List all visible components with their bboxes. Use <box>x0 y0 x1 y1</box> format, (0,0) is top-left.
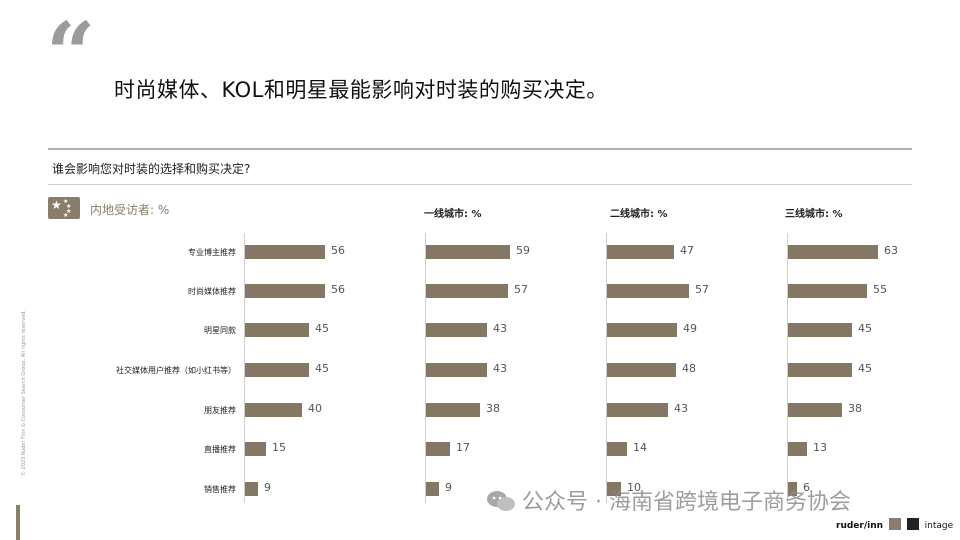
data-label: 43 <box>493 322 507 335</box>
column-title-tier3: 三线城市: % <box>785 209 843 220</box>
bar <box>426 363 487 377</box>
data-label: 56 <box>331 283 345 296</box>
column-title-tier2: 二线城市: % <box>610 209 668 220</box>
data-label: 47 <box>680 244 694 257</box>
bar <box>607 245 674 259</box>
bar <box>245 245 325 259</box>
sample-label: 内地受访者: % <box>90 203 170 217</box>
bar <box>788 284 867 298</box>
survey-question: 谁会影响您对时装的选择和购买决定? <box>52 162 251 176</box>
question-divider <box>48 184 912 185</box>
data-label: 10 <box>627 481 641 494</box>
top-divider <box>48 148 912 150</box>
watermark: 公众号 · 海南省跨境电子商务协会 <box>486 484 851 516</box>
data-label: 45 <box>315 322 329 335</box>
bar <box>426 403 480 417</box>
data-label: 40 <box>308 402 322 415</box>
partner-logo-icon <box>906 518 919 530</box>
bar <box>607 363 676 377</box>
bar <box>426 245 510 259</box>
data-label: 43 <box>493 362 507 375</box>
bar <box>245 482 258 496</box>
category-label: 社交媒体用户推荐（如小红书等） <box>116 366 236 375</box>
data-label: 57 <box>514 283 528 296</box>
value-axis-line <box>244 233 245 503</box>
data-label: 45 <box>315 362 329 375</box>
copyright-note: © 2023 Ruder Finn & Consumer Search Grou… <box>21 309 27 477</box>
data-label: 15 <box>272 441 286 454</box>
data-label: 6 <box>803 481 810 494</box>
bar <box>788 363 852 377</box>
bar <box>607 482 621 496</box>
value-axis-line <box>787 233 788 503</box>
category-label: 销售推荐 <box>204 485 236 494</box>
data-label: 13 <box>813 441 827 454</box>
data-label: 14 <box>633 441 647 454</box>
data-label: 43 <box>674 402 688 415</box>
bar <box>426 323 487 337</box>
category-label: 朋友推荐 <box>204 406 236 415</box>
side-accent-bar <box>16 505 20 540</box>
data-label: 63 <box>884 244 898 257</box>
brand-logos: ruder/inn intage <box>836 518 953 531</box>
bar <box>788 323 852 337</box>
wechat-icon <box>487 491 515 511</box>
data-label: 9 <box>445 481 452 494</box>
intage-logo: intage <box>924 521 954 531</box>
bar <box>788 245 878 259</box>
bar <box>788 403 842 417</box>
data-label: 38 <box>848 402 862 415</box>
data-label: 45 <box>858 322 872 335</box>
bar <box>788 482 797 496</box>
bar <box>607 403 668 417</box>
value-axis-line <box>425 233 426 503</box>
slide-headline: 时尚媒体、KOL和明星最能影响对时装的购买决定。 <box>114 78 608 102</box>
ruderfinn-logo: ruder/inn <box>836 521 884 531</box>
csg-logo-icon <box>888 518 901 530</box>
bar <box>607 284 689 298</box>
data-label: 17 <box>456 441 470 454</box>
data-label: 9 <box>264 481 271 494</box>
bar <box>245 323 309 337</box>
bar <box>426 442 450 456</box>
value-axis-line <box>606 233 607 503</box>
bar <box>245 284 325 298</box>
category-label: 明星同款 <box>204 326 236 335</box>
data-label: 45 <box>858 362 872 375</box>
bar <box>607 323 677 337</box>
bar <box>245 442 266 456</box>
data-label: 38 <box>486 402 500 415</box>
data-label: 56 <box>331 244 345 257</box>
bar <box>788 442 807 456</box>
data-label: 48 <box>682 362 696 375</box>
data-label: 59 <box>516 244 530 257</box>
category-label: 时尚媒体推荐 <box>188 287 236 296</box>
bar <box>426 482 439 496</box>
category-label: 专业博主推荐 <box>188 248 236 257</box>
column-title-tier1: 一线城市: % <box>424 209 482 220</box>
china-flag-icon: ★ ★ ★ ★ ★ <box>48 197 80 219</box>
quote-mark-icon: “ <box>46 4 96 105</box>
watermark-text: 公众号 · 海南省跨境电子商务协会 <box>522 490 851 515</box>
bar <box>426 284 508 298</box>
data-label: 55 <box>873 283 887 296</box>
bar <box>245 363 309 377</box>
data-label: 57 <box>695 283 709 296</box>
bar <box>607 442 627 456</box>
data-label: 49 <box>683 322 697 335</box>
bar <box>245 403 302 417</box>
category-label: 直播推荐 <box>204 445 236 454</box>
